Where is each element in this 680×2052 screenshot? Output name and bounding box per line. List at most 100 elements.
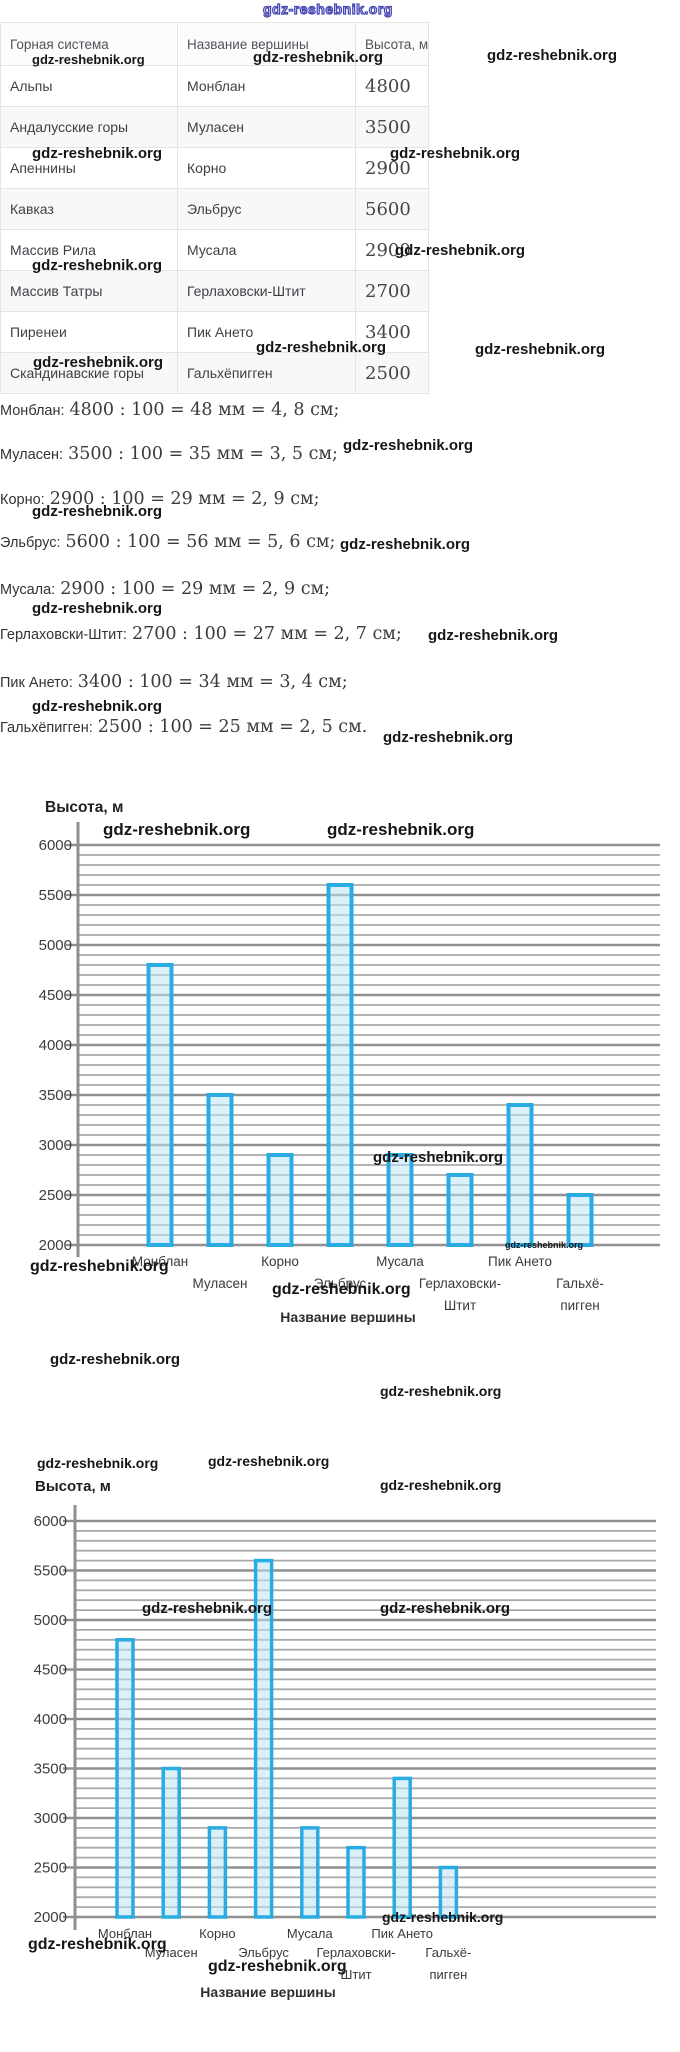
cell-height: 2700 xyxy=(355,270,429,312)
bar-Монблан xyxy=(115,1638,135,1919)
calculation-line: Мусала: 2900 : 100 = 29 мм = 2, 9 см; xyxy=(0,578,330,600)
x-tick-label: Штит xyxy=(340,1967,371,1982)
table-header-row: Горная система Название вершины Высота, м xyxy=(0,22,429,66)
calc-peak-name: Герлаховски-Штит: xyxy=(0,627,127,643)
column-header-2: Высота, м xyxy=(355,22,429,66)
y-tick-label: 4000 xyxy=(39,1037,72,1054)
calc-expression: 2700 : 100 = 27 мм = 2, 7 см; xyxy=(131,624,402,644)
y-tick-label: 2000 xyxy=(34,1909,67,1926)
y-tick-label: 5000 xyxy=(34,1612,67,1629)
chart-title: Высота, м xyxy=(35,1478,111,1495)
bar-Мусала xyxy=(386,1153,414,1247)
bar-Пик Ането xyxy=(506,1103,534,1247)
x-tick-label: Гальхё- xyxy=(425,1945,471,1960)
cell-mountain-system: Скандинавские горы xyxy=(0,352,178,394)
table-row: Апеннины Корно 2900 xyxy=(0,147,429,189)
watermark: gdz-reshebnik.org xyxy=(475,341,606,358)
cell-mountain-system: Кавказ xyxy=(0,188,178,230)
calculation-line: Муласен: 3500 : 100 = 35 мм = 3, 5 см; xyxy=(0,443,338,465)
watermark: gdz-reshebnik.org xyxy=(32,698,163,715)
cell-mountain-system: Альпы xyxy=(0,65,178,107)
cell-peak-name: Эльбрус xyxy=(177,188,356,230)
x-axis-title: Название вершины xyxy=(280,1309,415,1325)
calculation-line: Монблан: 4800 : 100 = 48 мм = 4, 8 см; xyxy=(0,399,339,421)
calc-peak-name: Муласен: xyxy=(0,447,64,463)
x-tick-label: Муласен xyxy=(193,1276,248,1291)
column-header-0: Горная система xyxy=(0,22,178,66)
watermark: gdz-reshebnik.org xyxy=(340,536,471,553)
y-tick-label: 3500 xyxy=(34,1761,67,1778)
x-tick-label: Корно xyxy=(199,1926,235,1941)
cell-mountain-system: Массив Рила xyxy=(0,229,178,271)
watermark: gdz-reshebnik.org xyxy=(343,437,474,454)
column-header-1: Название вершины xyxy=(177,22,356,66)
calc-expression: 5600 : 100 = 56 мм = 5, 6 см; xyxy=(65,532,336,552)
cell-peak-name: Мусала xyxy=(177,229,356,271)
calculation-line: Пик Ането: 3400 : 100 = 34 мм = 3, 4 см; xyxy=(0,671,348,693)
x-tick-label: пигген xyxy=(429,1967,467,1982)
x-tick-label: Мусала xyxy=(287,1926,334,1941)
cell-height: 2900 xyxy=(355,147,429,189)
cell-mountain-system: Массив Татры xyxy=(0,270,178,312)
calc-expression: 2900 : 100 = 29 мм = 2, 9 см; xyxy=(60,579,331,599)
cell-height: 2500 xyxy=(355,352,429,394)
calc-expression: 3400 : 100 = 34 мм = 3, 4 см; xyxy=(77,672,348,692)
cell-height: 2900 xyxy=(355,229,429,271)
table-row: Пиренеи Пик Ането 3400 xyxy=(0,311,429,353)
calculation-line: Эльбрус: 5600 : 100 = 56 мм = 5, 6 см; xyxy=(0,531,335,553)
bar-Муласен xyxy=(161,1766,181,1919)
calc-expression: 4800 : 100 = 48 мм = 4, 8 см; xyxy=(69,400,340,420)
y-tick-label: 3000 xyxy=(39,1137,72,1154)
table-row: Андалусские горы Муласен 3500 xyxy=(0,106,429,148)
elevation-table-header: Горная система Название вершины Высота, м xyxy=(0,22,429,66)
watermark: gdz-reshebnik.org xyxy=(428,627,559,644)
calc-peak-name: Гальхёпигген: xyxy=(0,720,93,736)
cell-height: 3500 xyxy=(355,106,429,148)
y-tick-label: 4500 xyxy=(39,987,72,1004)
y-tick-label: 3000 xyxy=(34,1810,67,1827)
y-tick-label: 2500 xyxy=(39,1187,72,1204)
calc-expression: 2900 : 100 = 29 мм = 2, 9 см; xyxy=(49,489,320,509)
calculation-line: Герлаховски-Штит: 2700 : 100 = 27 мм = 2,… xyxy=(0,623,402,645)
y-tick-label: 4500 xyxy=(34,1662,67,1679)
x-tick-label: Штит xyxy=(444,1298,476,1313)
x-tick-label: Эльбрус xyxy=(314,1276,367,1291)
watermark: gdz-reshebnik.org xyxy=(50,1351,181,1368)
x-tick-label: Корно xyxy=(261,1254,299,1269)
y-tick-label: 4000 xyxy=(34,1711,67,1728)
bar-Корно xyxy=(266,1153,294,1247)
y-tick-label: 5500 xyxy=(39,887,72,904)
elevation-table: Горная система Название вершины Высота, м … xyxy=(0,22,429,394)
watermark: gdz-reshebnik.org xyxy=(487,47,618,64)
bar-Эльбрус xyxy=(326,883,354,1247)
watermark: gdz-reshebnik.org xyxy=(380,1383,502,1399)
calc-expression: 3500 : 100 = 35 мм = 3, 5 см; xyxy=(68,444,338,464)
chart-title: Высота, м xyxy=(45,799,123,816)
bar-Герлаховски-Штит xyxy=(346,1845,366,1919)
x-tick-label: Пик Ането xyxy=(488,1254,552,1269)
calc-expression: 2500 : 100 = 25 мм = 2, 5 см. xyxy=(97,717,368,737)
table-row: Кавказ Эльбрус 5600 xyxy=(0,188,429,230)
bar-chart-1: 2000 2500 3000 3500 4000 4500 5000 5500 6000 Монб… xyxy=(39,799,660,1325)
bar-Гальхёпигген xyxy=(438,1865,459,1919)
bar-Герлаховски-Штит xyxy=(446,1173,474,1247)
x-tick-label: Пик Ането xyxy=(371,1926,433,1941)
calc-peak-name: Эльбрус: xyxy=(0,535,61,551)
bar-Монблан xyxy=(146,963,174,1247)
y-tick-label: 2500 xyxy=(34,1860,67,1877)
table-row: Массив Татры Герлаховски-Штит 2700 xyxy=(0,270,429,312)
cell-height: 5600 xyxy=(355,188,429,230)
cell-peak-name: Муласен xyxy=(177,106,356,148)
cell-mountain-system: Апеннины xyxy=(0,147,178,189)
y-tick-label: 5000 xyxy=(39,937,72,954)
bar-Эльбрус xyxy=(253,1558,274,1919)
cell-peak-name: Корно xyxy=(177,147,356,189)
cell-peak-name: Гальхёпигген xyxy=(177,352,356,394)
x-tick-label: Герлаховски- xyxy=(316,1945,395,1960)
cell-mountain-system: Пиренеи xyxy=(0,311,178,353)
table-row: Массив Рила Мусала 2900 xyxy=(0,229,429,271)
bar-Корно xyxy=(207,1826,228,1919)
calc-peak-name: Монблан: xyxy=(0,403,65,419)
y-tick-label: 3500 xyxy=(39,1087,72,1104)
